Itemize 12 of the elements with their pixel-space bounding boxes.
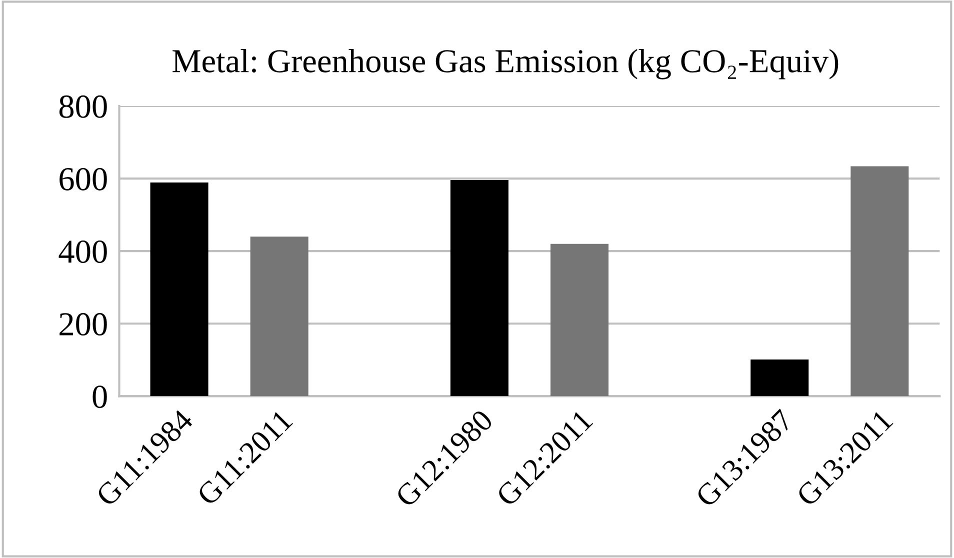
chart-title: Metal: Greenhouse Gas Emission (kg CO₂-Equiv) bbox=[172, 49, 838, 80]
bar bbox=[850, 166, 909, 396]
y-tick-label: 600 bbox=[60, 168, 107, 190]
y-tick-label: 800 bbox=[59, 95, 107, 118]
y-tick-label: 400 bbox=[58, 240, 107, 263]
y-tick-label: 0 bbox=[92, 386, 107, 408]
y-tick-label: 200 bbox=[60, 313, 107, 336]
bar bbox=[550, 244, 609, 396]
bar bbox=[150, 182, 208, 396]
bar bbox=[450, 180, 508, 396]
bar bbox=[250, 236, 308, 396]
bar bbox=[750, 360, 809, 396]
